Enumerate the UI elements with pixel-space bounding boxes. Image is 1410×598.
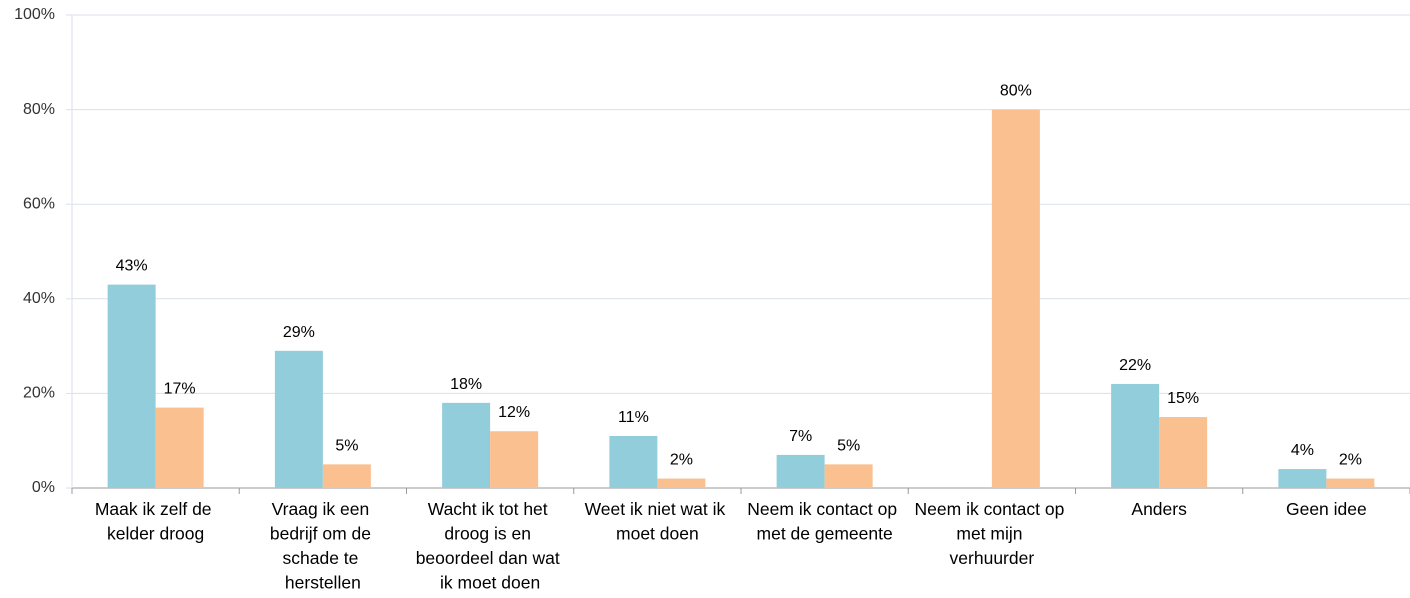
x-tick-label: Vraag ik een bedrijf om de schade te her… [270,499,376,593]
x-tick-label: Neem ik contact op met mijn verhuurder [915,499,1070,568]
x-tick-label-line: beoordeel dan wat [416,548,565,568]
value-label: 4% [1291,442,1314,459]
value-label: 2% [670,452,693,469]
x-tick-label: Anders [1131,499,1187,519]
bar [1159,417,1208,488]
x-tick-label-line: kelder droog [107,524,204,544]
x-tick-label-line: Maak ik zelf de [95,499,217,519]
value-label: 22% [1119,357,1151,374]
x-tick-label-line: verhuurder [950,548,1035,568]
bar [442,402,491,488]
bar [274,350,323,488]
x-tick-label-line: Neem ik contact op [915,499,1070,519]
x-tick-label-line: schade te [283,548,364,568]
x-tick-label-line: herstellen [285,573,361,593]
value-label: 15% [1167,390,1199,407]
bar [1278,469,1327,488]
x-tick-label-line: Weet ik niet wat ik [585,499,731,519]
bar [155,407,204,488]
x-tick-label-line: Neem ik contact op [747,499,902,519]
x-tick-label-line: Vraag ik een [272,499,374,519]
value-label: 80% [1000,83,1032,100]
value-label: 43% [116,258,148,275]
x-tick-label: Neem ik contact op met de gemeente [747,499,902,544]
bar [107,284,156,488]
value-label: 17% [164,381,196,398]
bar [490,431,539,488]
bar [609,435,658,488]
bar [1111,383,1160,488]
x-tick-label-line: Geen idee [1286,499,1367,519]
bar [991,109,1040,488]
x-tick-label-line: ik moet doen [440,573,540,593]
y-tick-label: 100% [14,6,55,23]
x-tick-label: Weet ik niet wat ik moet doen [585,499,731,544]
x-tick-label-line: met de gemeente [757,524,893,544]
x-tick-label-line: bedrijf om de [270,524,376,544]
value-label: 5% [335,437,358,454]
x-tick-label: Geen idee [1286,499,1367,519]
value-label: 7% [789,428,812,445]
value-label: 5% [837,437,860,454]
x-tick-label: Wacht ik tot het droog is en beoordeel d… [416,499,565,593]
y-tick-label: 20% [23,385,55,402]
value-label: 11% [618,409,649,426]
x-tick-label-line: droog is en [444,524,535,544]
x-tick-label-line: met mijn [956,524,1027,544]
x-tick-label-line: moet doen [616,524,699,544]
bar [1326,478,1375,488]
value-label: 29% [283,324,315,341]
bar [824,464,873,488]
bar [776,454,825,488]
y-tick-label: 40% [23,290,55,307]
x-tick-label-line: Anders [1131,499,1187,519]
value-label: 2% [1339,452,1362,469]
y-tick-label: 60% [23,195,55,212]
x-tick-label-line: Wacht ik tot het [428,499,553,519]
bar [322,464,371,488]
value-label: 12% [498,404,530,421]
x-tick-label: Maak ik zelf de kelder droog [95,499,217,544]
y-tick-label: 80% [23,101,55,118]
bar [657,478,706,488]
value-label: 18% [450,376,482,393]
y-tick-label: 0% [32,479,55,496]
